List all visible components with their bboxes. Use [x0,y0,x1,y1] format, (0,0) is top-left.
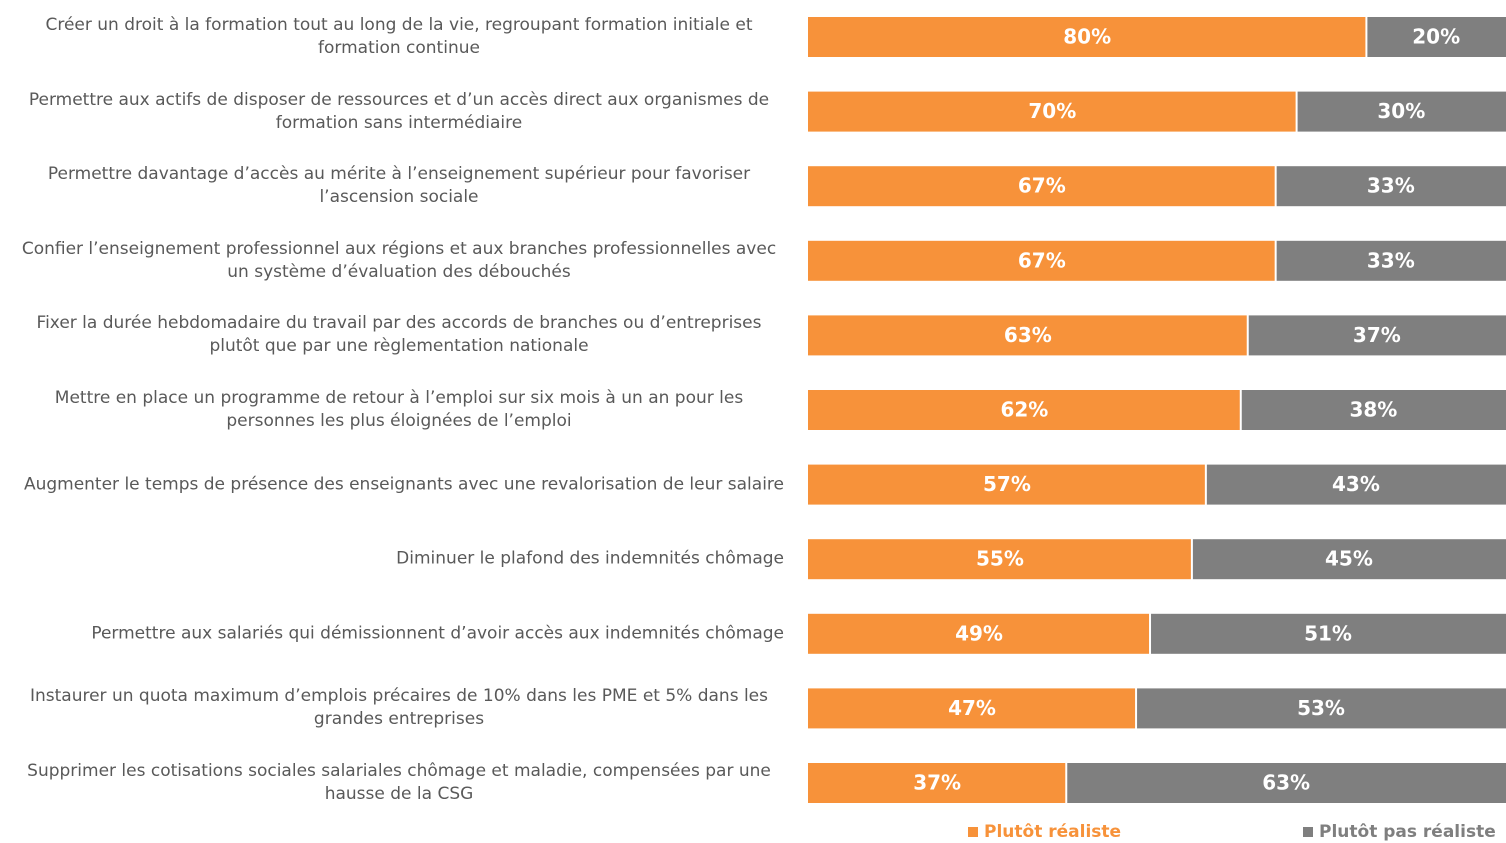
legend-label: Plutôt réaliste [984,822,1121,842]
category-label-box: Supprimer les cotisations sociales salar… [0,760,784,806]
bar-segment [808,390,1240,430]
category-label: Instaurer un quota maximum d’emplois pré… [29,686,768,730]
category-label: Supprimer les cotisations sociales salar… [27,761,771,804]
legend-swatch [1303,827,1313,837]
category-label-box: Augmenter le temps de présence des ensei… [0,473,784,496]
bar-segment [808,91,1296,132]
category-label-box: Confier l’enseignement professionnel aux… [0,238,784,284]
category-label: Créer un droit à la formation tout au lo… [45,15,753,58]
value-label: 62% [1000,398,1048,422]
bar-segment [1297,91,1506,132]
category-label: Permettre davantage d’accès au mérite à … [47,164,751,208]
bar-segment [808,539,1191,580]
category-label-box: Permettre aux salariés qui démissionnent… [0,622,784,645]
bar-segment [1151,613,1506,654]
bar-segment [1137,688,1506,729]
bar-segment [1276,240,1506,281]
legend-label: Plutôt pas réaliste [1319,822,1496,842]
category-label: Permettre aux salariés qui démissionnent… [91,623,784,644]
value-label: 43% [1332,472,1380,496]
category-label-box: Diminuer le plafond des indemnités chôma… [0,548,784,571]
value-label: 37% [913,771,961,795]
category-label: Mettre en place un programme de retour à… [54,388,744,431]
category-label-box: Créer un droit à la formation tout au lo… [0,14,784,60]
bar-segment [1367,17,1506,57]
bar-segment [808,166,1275,207]
value-label: 80% [1063,25,1111,49]
value-label: 55% [976,547,1024,571]
value-label: 67% [1018,248,1066,272]
bar-segment [808,763,1066,803]
value-label: 33% [1367,174,1415,198]
bar-segment [808,464,1205,505]
value-label: 63% [1004,323,1052,347]
category-label: Fixer la durée hebdomadaire du travail p… [36,313,762,357]
bar-segment [808,613,1150,654]
bar-segment [808,17,1366,57]
category-label: Confier l’enseignement professionnel aux… [21,238,777,282]
category-label: Augmenter le temps de présence des ensei… [23,474,784,495]
value-label: 33% [1367,248,1415,272]
bar-segment [808,240,1275,281]
bar-segment [1241,390,1506,430]
value-label: 53% [1297,696,1345,720]
value-label: 45% [1325,547,1373,571]
bar-segment [1276,166,1506,207]
bar-segment [808,315,1247,356]
value-label: 37% [1353,323,1401,347]
category-label-box: Mettre en place un programme de retour à… [0,387,784,433]
value-label: 47% [948,696,996,720]
category-label: Permettre aux actifs de disposer de ress… [28,89,770,133]
value-label: 57% [983,472,1031,496]
bar-segment [1192,539,1506,580]
bar-segment [1067,763,1506,803]
bar-segment [1206,464,1506,505]
category-label-box: Instaurer un quota maximum d’emplois pré… [0,685,784,731]
category-label: Diminuer le plafond des indemnités chôma… [396,548,784,569]
category-label-box: Permettre davantage d’accès au mérite à … [0,163,784,209]
value-label: 63% [1262,771,1310,795]
legend-swatch [968,827,978,837]
value-label: 49% [955,621,1003,645]
value-label: 51% [1304,621,1352,645]
bar-segment [1248,315,1506,356]
value-label: 67% [1018,174,1066,198]
value-label: 38% [1349,398,1397,422]
value-label: 30% [1377,99,1425,123]
bar-segment [808,688,1136,729]
value-label: 70% [1028,99,1076,123]
value-label: 20% [1412,25,1460,49]
category-label-box: Fixer la durée hebdomadaire du travail p… [0,312,784,358]
category-label-box: Permettre aux actifs de disposer de ress… [0,89,784,135]
